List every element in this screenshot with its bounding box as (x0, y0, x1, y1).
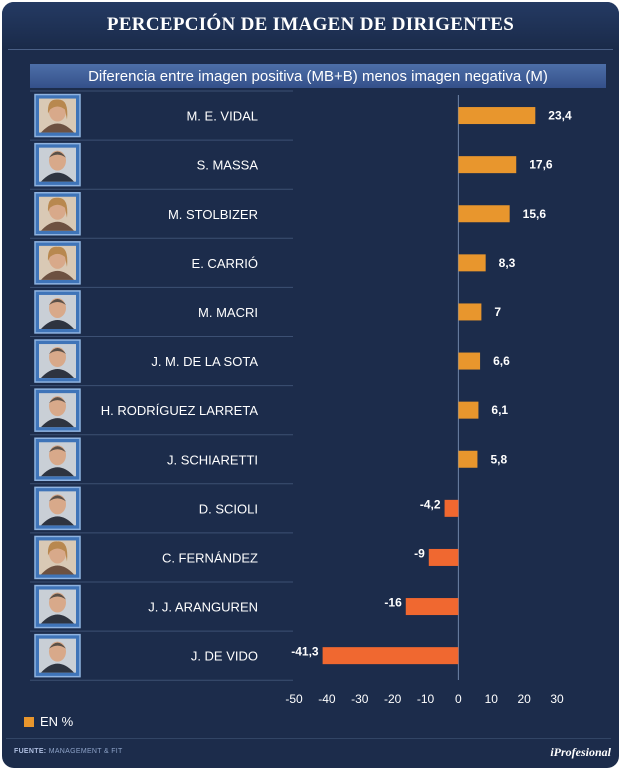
value-label: -16 (384, 596, 402, 610)
bar (458, 401, 479, 419)
woman-portrait-icon-shoulders (41, 270, 74, 280)
man-portrait-icon-shoulders (41, 516, 74, 526)
category-label: J. M. DE LA SOTA (151, 354, 258, 369)
x-tick-label: 0 (455, 692, 462, 706)
man-portrait-icon-shoulders (41, 418, 74, 428)
x-tick-label: -20 (384, 692, 402, 706)
value-label: 6,6 (493, 354, 510, 368)
man-portrait-icon (49, 445, 66, 466)
subtitle-bar: Diferencia entre imagen positiva (MB+B) … (30, 64, 606, 88)
hair-shape (49, 298, 66, 305)
value-label: 23,4 (548, 109, 572, 123)
man-portrait-icon (49, 396, 66, 417)
bar (322, 647, 459, 665)
hair-shape (49, 495, 66, 502)
legend-label: EN % (40, 714, 74, 729)
hair-shape (49, 446, 66, 453)
category-label: M. STOLBIZER (168, 207, 258, 222)
title-divider (8, 49, 613, 50)
category-label: E. CARRIÓ (192, 256, 258, 271)
man-portrait-icon-shoulders (41, 614, 74, 624)
chart-title: PERCEPCIÓN DE IMAGEN DE DIRIGENTES (106, 14, 515, 35)
value-label: 17,6 (529, 158, 553, 172)
man-portrait-icon (49, 641, 66, 662)
value-label: 15,6 (523, 207, 547, 221)
value-label: 5,8 (490, 452, 507, 466)
man-portrait-icon-shoulders (41, 172, 74, 182)
man-portrait-icon-shoulders (41, 467, 74, 477)
x-tick-label: 30 (550, 692, 564, 706)
x-tick-label: -50 (285, 692, 303, 706)
x-tick-label: 10 (485, 692, 499, 706)
value-label: -4,2 (420, 497, 441, 511)
x-tick-label: -10 (417, 692, 435, 706)
legend-swatch (24, 717, 34, 727)
source-note: FUENTE: MANAGEMENT & FIT (14, 748, 123, 755)
source-value: MANAGEMENT & FIT (48, 748, 123, 755)
x-tick-label: -30 (351, 692, 369, 706)
category-label: J. SCHIARETTI (167, 452, 258, 467)
hair-shape (47, 541, 68, 562)
category-label: S. MASSA (197, 158, 259, 173)
bar (458, 156, 517, 174)
value-label: -9 (414, 546, 425, 560)
man-portrait-icon (49, 297, 66, 318)
value-label: 6,1 (491, 403, 508, 417)
hair-shape (49, 593, 66, 600)
hair-shape (47, 99, 68, 120)
hair-shape (49, 348, 66, 355)
value-label: -41,3 (291, 645, 319, 659)
x-tick-label: 20 (517, 692, 531, 706)
bar (458, 205, 510, 223)
source-label: FUENTE: (14, 748, 47, 755)
category-label: M. E. VIDAL (186, 109, 258, 124)
value-label: 7 (494, 305, 501, 319)
man-portrait-icon (49, 494, 66, 515)
footer-divider (6, 738, 611, 739)
woman-portrait-icon-shoulders (41, 123, 74, 133)
category-label: J. J. ARANGUREN (148, 600, 258, 615)
bar (405, 598, 459, 616)
hair-shape (49, 151, 66, 158)
hair-shape (47, 246, 68, 267)
bar (444, 499, 459, 517)
bar (458, 107, 536, 125)
category-label: M. MACRI (198, 305, 258, 320)
category-label: C. FERNÁNDEZ (162, 550, 258, 565)
brand-logo: iProfesional (550, 745, 611, 759)
hair-shape (47, 197, 68, 218)
man-portrait-icon-shoulders (41, 369, 74, 379)
category-label: J. DE VIDO (191, 649, 258, 664)
chart-subtitle: Diferencia entre imagen positiva (MB+B) … (88, 68, 548, 85)
bar (458, 254, 486, 272)
bar (458, 450, 478, 468)
category-label: H. RODRÍGUEZ LARRETA (101, 403, 259, 418)
woman-portrait-icon-shoulders (41, 565, 74, 575)
title-strip: PERCEPCIÓN DE IMAGEN DE DIRIGENTES (2, 2, 619, 50)
x-tick-label: -40 (318, 692, 336, 706)
hair-shape (49, 642, 66, 649)
legend: EN % (24, 714, 73, 729)
bar (458, 303, 482, 321)
value-label: 8,3 (499, 256, 516, 270)
category-label: D. SCIOLI (199, 501, 258, 516)
man-portrait-icon-shoulders (41, 663, 74, 673)
man-portrait-icon (49, 150, 66, 171)
hair-shape (49, 397, 66, 404)
bar (458, 352, 481, 370)
man-portrait-icon-shoulders (41, 319, 74, 329)
man-portrait-icon (49, 347, 66, 368)
man-portrait-icon (49, 592, 66, 613)
bar (428, 548, 459, 566)
woman-portrait-icon-shoulders (41, 221, 74, 231)
